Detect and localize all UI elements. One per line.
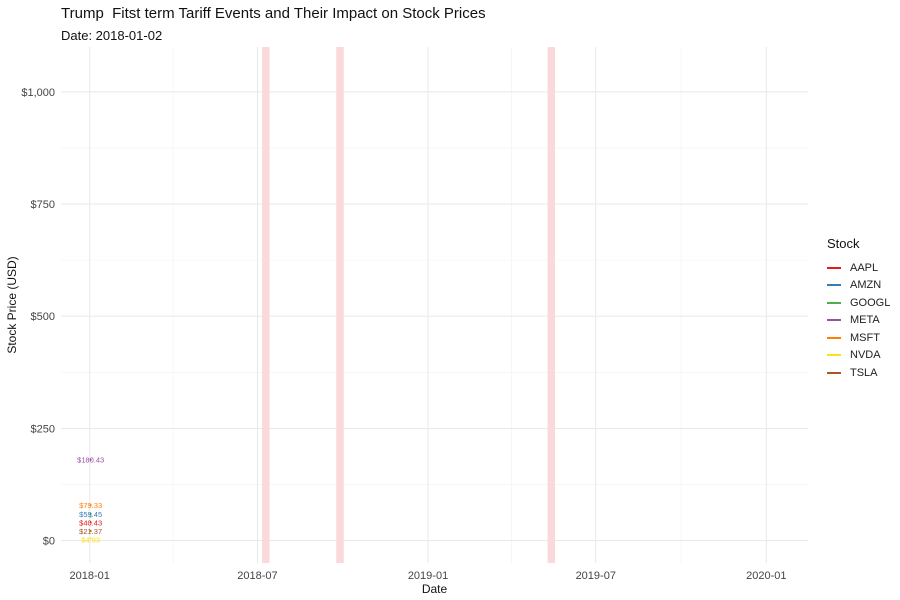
legend-label: GOOGL (850, 296, 891, 309)
legend-swatch (827, 319, 841, 322)
y-tick-label: $250 (31, 423, 55, 435)
legend-item-msft: MSFT (827, 329, 890, 347)
legend-label: NVDA (850, 349, 881, 362)
chart-subtitle: Date: 2018-01-02 (61, 28, 163, 43)
legend-swatch (827, 354, 841, 357)
x-tick-label: 2020-01 (746, 570, 786, 582)
legend-swatch (827, 284, 841, 287)
legend-swatch (827, 266, 841, 269)
legend-items: AAPL AMZN GOOGL META MSFT NVDA TSLA (827, 259, 890, 382)
data-point-nvda (89, 537, 92, 540)
data-label-nvda: $4.93 (81, 536, 100, 545)
legend-swatch (827, 336, 841, 339)
tariff-event-band (262, 47, 270, 563)
legend-item-tsla: TSLA (827, 364, 890, 382)
legend-item-nvda: NVDA (827, 347, 890, 365)
legend-item-meta: META (827, 312, 890, 330)
legend-label: MSFT (850, 331, 880, 344)
y-tick-label: $500 (31, 311, 55, 323)
y-tick-label: $0 (43, 536, 55, 548)
y-tick-label: $750 (31, 199, 55, 211)
x-axis-title: Date (422, 582, 448, 596)
data-label-msft: $79.33 (79, 501, 102, 510)
legend-item-amzn: AMZN (827, 277, 890, 295)
x-tick-label: 2018-07 (237, 570, 277, 582)
data-point-msft (89, 503, 92, 506)
x-tick-label: 2019-07 (576, 570, 616, 582)
legend-title: Stock (827, 236, 860, 251)
data-point-meta (89, 458, 92, 461)
tariff-event-band (547, 47, 555, 563)
legend-swatch (827, 301, 841, 304)
legend-swatch (827, 371, 841, 374)
legend-label: TSLA (850, 366, 878, 379)
legend-item-aapl: AAPL (827, 259, 890, 277)
y-axis-title: Stock Price (USD) (5, 256, 19, 353)
legend-label: AMZN (850, 279, 882, 292)
data-label-aapl: $40.43 (79, 518, 102, 527)
legend-label: AAPL (850, 261, 879, 274)
data-label-meta: $180.43 (77, 456, 104, 465)
y-tick-label: $1,000 (21, 87, 55, 99)
legend-item-googl: GOOGL (827, 294, 890, 312)
data-point-googl (89, 515, 92, 518)
data-label-tsla: $21.37 (79, 527, 102, 536)
data-point-amzn (89, 512, 92, 515)
x-tick-label: 2019-01 (408, 570, 448, 582)
data-label-amzn: $59.45 (79, 510, 102, 519)
tariff-event-band (336, 47, 344, 563)
legend-label: META (850, 314, 880, 327)
chart-title: Trump Fitst term Tariff Events and Their… (61, 5, 486, 22)
data-point-aapl (89, 521, 92, 524)
legend: Stock AAPL AMZN GOOGL META MSFT NVDA TSLA (827, 236, 890, 382)
x-tick-label: 2018-01 (70, 570, 110, 582)
data-point-tsla (89, 529, 92, 532)
